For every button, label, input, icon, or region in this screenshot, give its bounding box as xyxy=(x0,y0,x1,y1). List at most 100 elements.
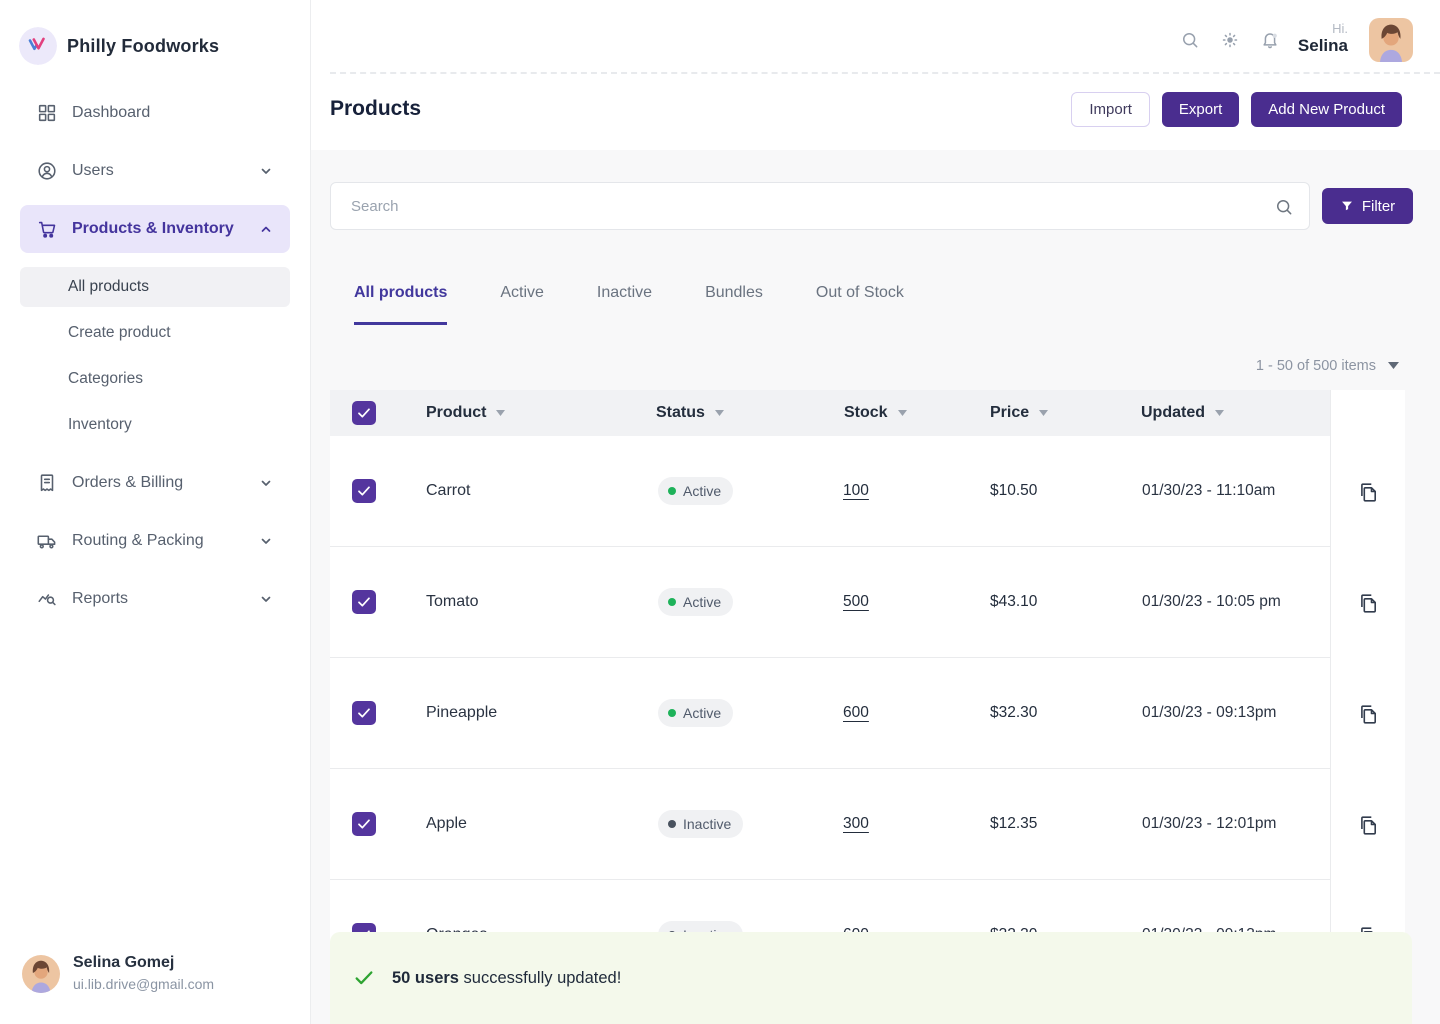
sidebar: Philly Foodworks Dashboard Users Product… xyxy=(0,0,311,1024)
duplicate-copy-icon[interactable] xyxy=(1356,702,1380,726)
status-dot-icon xyxy=(668,820,676,828)
sidebar-item-orders-billing[interactable]: Orders & Billing xyxy=(20,459,290,507)
stock-link[interactable]: 100 xyxy=(843,482,869,499)
sort-caret-icon xyxy=(1215,410,1224,416)
filter-button[interactable]: Filter xyxy=(1322,188,1413,224)
column-header-stock[interactable]: Stock xyxy=(844,404,907,422)
chevron-up-icon xyxy=(261,226,271,232)
success-check-icon xyxy=(355,971,373,985)
dashboard-icon xyxy=(38,104,56,122)
users-icon xyxy=(38,162,56,180)
sidebar-profile[interactable]: Selina Gomej ui.lib.drive@gmail.com xyxy=(22,954,214,994)
page-title: Products xyxy=(330,97,422,120)
sidebar-item-products-inventory[interactable]: Products & Inventory xyxy=(20,205,290,253)
row-checkbox[interactable] xyxy=(352,590,376,614)
subitem-label: Create product xyxy=(68,324,171,341)
updated-value: 01/30/23 - 10:05 pm xyxy=(1142,593,1281,610)
subitem-label: All products xyxy=(68,278,149,295)
pagination-dropdown[interactable]: 1 - 50 of 500 items xyxy=(330,358,1405,374)
price-value: $32.30 xyxy=(990,704,1038,721)
chevron-down-icon xyxy=(261,538,271,544)
tab-inactive[interactable]: Inactive xyxy=(596,284,653,301)
column-header-product[interactable]: Product xyxy=(426,404,506,422)
tab-active[interactable]: Active xyxy=(500,284,544,301)
stock-link[interactable]: 300 xyxy=(843,815,869,832)
duplicate-copy-icon[interactable] xyxy=(1356,813,1380,837)
stock-link[interactable]: 500 xyxy=(843,593,869,610)
tab-bundles[interactable]: Bundles xyxy=(705,284,763,301)
truck-icon xyxy=(37,535,56,549)
status-badge: Active xyxy=(658,588,734,616)
subitem-label: Inventory xyxy=(68,416,132,433)
select-all-checkbox[interactable] xyxy=(352,401,376,425)
product-name: Tomato xyxy=(426,593,479,610)
status-badge: Active xyxy=(658,477,734,505)
chevron-down-icon xyxy=(261,480,271,486)
tab-out-of-stock[interactable]: Out of Stock xyxy=(815,284,904,301)
column-header-price[interactable]: Price xyxy=(990,404,1049,422)
row-checkbox[interactable] xyxy=(352,701,376,725)
product-name: Carrot xyxy=(426,482,471,499)
greeting-hi: Hi. xyxy=(1332,21,1348,36)
table-header: Product Status Stock Price Updated xyxy=(330,390,1330,436)
theme-sun-icon[interactable] xyxy=(1220,30,1240,50)
sidebar-item-reports[interactable]: Reports xyxy=(20,575,290,623)
sidebar-subitem-create-product[interactable]: Create product xyxy=(20,313,290,353)
search-input[interactable] xyxy=(331,183,1309,229)
price-value: $43.10 xyxy=(990,593,1038,610)
search-icon[interactable] xyxy=(1274,197,1294,217)
duplicate-copy-icon[interactable] xyxy=(1356,591,1380,615)
profile-name: Selina Gomej xyxy=(73,954,175,971)
filter-funnel-icon xyxy=(1341,201,1352,211)
column-header-updated[interactable]: Updated xyxy=(1141,404,1224,422)
report-chart-icon xyxy=(38,594,56,606)
stock-link[interactable]: 600 xyxy=(843,704,869,721)
column-header-status[interactable]: Status xyxy=(656,404,724,422)
brand-logo-icon xyxy=(19,27,57,65)
add-new-product-button[interactable]: Add New Product xyxy=(1251,92,1402,127)
row-checkbox[interactable] xyxy=(352,479,376,503)
subitem-label: Categories xyxy=(68,370,143,387)
sort-caret-icon xyxy=(714,410,724,416)
brand-name: Philly Foodworks xyxy=(67,35,220,56)
tab-all-products[interactable]: All products xyxy=(354,283,448,325)
brand[interactable]: Philly Foodworks xyxy=(19,27,219,65)
caret-down-icon xyxy=(1388,362,1399,369)
success-toast: 50 users successfully updated! xyxy=(330,932,1412,1024)
export-button[interactable]: Export xyxy=(1161,92,1240,127)
sidebar-item-label: Dashboard xyxy=(72,104,151,121)
search-icon[interactable] xyxy=(1180,30,1200,50)
avatar xyxy=(22,955,60,993)
row-checkbox[interactable] xyxy=(352,812,376,836)
sidebar-item-label: Products & Inventory xyxy=(72,220,234,237)
search-box xyxy=(330,182,1310,230)
chevron-down-icon xyxy=(261,596,271,602)
page-actions: Import Export Add New Product xyxy=(1071,92,1402,127)
notifications-bell-icon[interactable] xyxy=(1260,30,1280,50)
sort-caret-icon xyxy=(897,410,907,416)
cart-icon xyxy=(38,221,56,238)
sort-caret-icon xyxy=(496,410,506,416)
sidebar-subitem-categories[interactable]: Categories xyxy=(20,359,290,399)
duplicate-copy-icon[interactable] xyxy=(1356,480,1380,504)
status-dot-icon xyxy=(668,598,676,606)
sidebar-item-users[interactable]: Users xyxy=(20,147,290,195)
sidebar-item-routing-packing[interactable]: Routing & Packing xyxy=(20,517,290,565)
row-actions-column xyxy=(1330,390,1405,991)
table-row: Pineapple Active 600 $32.30 01/30/23 - 0… xyxy=(330,658,1330,769)
toast-highlight: 50 users xyxy=(392,968,459,987)
status-badge: Inactive xyxy=(658,810,744,838)
price-value: $10.50 xyxy=(990,482,1038,499)
import-button[interactable]: Import xyxy=(1071,92,1150,127)
sidebar-item-dashboard[interactable]: Dashboard xyxy=(20,89,290,137)
sidebar-subitem-all-products[interactable]: All products xyxy=(20,267,290,307)
pagination-label: 1 - 50 of 500 items xyxy=(1255,358,1376,374)
table-row: Tomato Active 500 $43.10 01/30/23 - 10:0… xyxy=(330,547,1330,658)
product-tabs: All products Active Inactive Bundles Out… xyxy=(354,283,904,325)
avatar[interactable] xyxy=(1369,18,1413,62)
sidebar-subitem-inventory[interactable]: Inventory xyxy=(20,405,290,445)
table-row: Apple Inactive 300 $12.35 01/30/23 - 12:… xyxy=(330,769,1330,880)
product-name: Pineapple xyxy=(426,704,498,721)
table-rows: Carrot Active 100 $10.50 01/30/23 - 11:1… xyxy=(330,436,1330,991)
price-value: $12.35 xyxy=(990,815,1038,832)
